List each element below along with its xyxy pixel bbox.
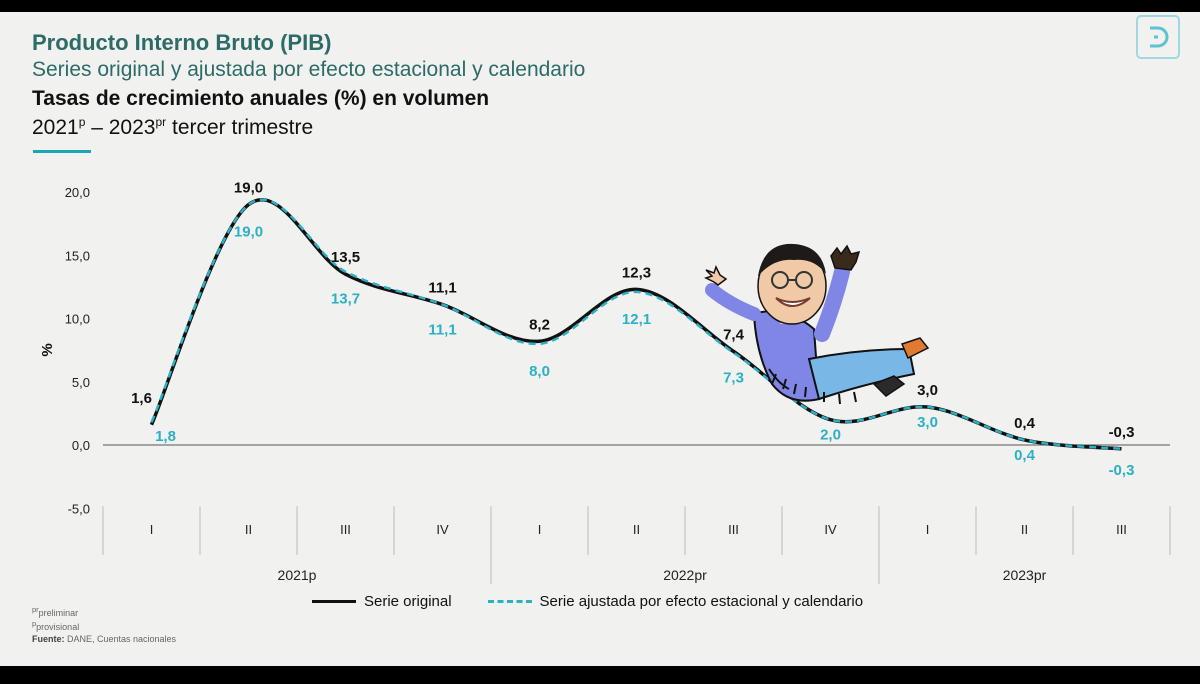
x-tick-label: II — [1021, 522, 1028, 537]
y-tick-label: -5,0 — [68, 501, 90, 516]
x-tick-label: III — [728, 522, 739, 537]
axis-group: %20,015,010,05,00,0-5,0I II III IV I II III IV I… — [39, 185, 1171, 584]
y-tick-label: 0,0 — [72, 438, 90, 453]
line-chart: %20,015,010,05,00,0-5,0I II III IV I II III IV I… — [39, 180, 1171, 584]
data-label-original: 12,3 — [622, 264, 651, 281]
source-note: Fuente: DANE, Cuentas nacionales — [32, 634, 176, 644]
y-tick-label: 20,0 — [65, 185, 90, 200]
data-label-adjusted: 3,0 — [917, 414, 938, 431]
data-label-original: 0,4 — [1014, 415, 1036, 432]
data-label-adjusted: 0,4 — [1014, 447, 1036, 464]
note-preliminar-sup: pr — [32, 605, 39, 614]
data-label-original: 7,4 — [723, 326, 745, 343]
legend: Serie original Serie ajustada por efecto… — [312, 590, 863, 612]
note-provisional: pprovisional — [32, 619, 79, 632]
y-tick-label: 10,0 — [65, 312, 90, 327]
data-label-original: 19,0 — [234, 180, 263, 197]
note-preliminar-text: preliminar — [38, 608, 79, 618]
series-original-line — [149, 198, 1122, 451]
accent-rule — [33, 150, 91, 153]
x-tick-label: III — [340, 522, 351, 537]
y-axis-label: % — [39, 343, 56, 356]
data-label-adjusted: 7,3 — [723, 370, 744, 387]
data-label-adjusted: 2,0 — [820, 427, 841, 444]
chart-panel: Producto Interno Bruto (PIB) Series orig… — [0, 12, 1200, 666]
data-label-adjusted: 12,1 — [622, 311, 651, 328]
y-tick-label: 15,0 — [65, 248, 90, 263]
year-label: 2021p — [278, 567, 317, 583]
x-tick-label: II — [633, 522, 640, 537]
chart-subtitle-measure: Tasas de crecimiento anuales (%) en volu… — [32, 87, 490, 110]
x-tick-label: I — [538, 522, 542, 537]
legend-original-label: Serie original — [364, 592, 452, 610]
data-label-original: 11,1 — [428, 280, 456, 297]
y-tick-label: 5,0 — [72, 375, 90, 390]
cartoon-figure-sticker — [704, 243, 930, 405]
data-label-original: 8,2 — [529, 316, 550, 333]
chart-title: Producto Interno Bruto (PIB) — [32, 30, 332, 55]
note-preliminar: prpreliminar — [32, 605, 78, 618]
data-label-adjusted: 1,8 — [155, 428, 176, 445]
legend-adjusted-label: Serie ajustada por efecto estacional y c… — [539, 592, 864, 610]
data-label-original: 1,6 — [131, 390, 152, 407]
series-adjusted-line — [150, 198, 1122, 451]
data-labels-group: 1,6 19,0 13,5 11,1 8,2 12,3 7,4 3,0 0,4 -0,3 1,8 19… — [131, 180, 1134, 479]
data-label-adjusted: 11,1 — [428, 322, 456, 339]
x-tick-label: I — [926, 522, 930, 537]
source-label: Fuente: — [32, 634, 65, 644]
chart-period: 2021p – 2023pr tercer trimestre — [32, 115, 313, 140]
note-provisional-text: provisional — [36, 622, 80, 632]
chart-subtitle: Series original y ajustada por efecto es… — [32, 58, 586, 81]
data-label-original: 13,5 — [331, 249, 360, 266]
x-tick-label: II — [245, 522, 252, 537]
data-label-original: 3,0 — [917, 382, 938, 399]
source-text: DANE, Cuentas nacionales — [64, 634, 177, 644]
legend-adjusted-swatch — [487, 599, 532, 603]
data-label-adjusted: 13,7 — [331, 291, 360, 308]
dane-d-logo-icon — [1136, 15, 1180, 59]
year-label: 2022pr — [663, 567, 707, 583]
data-label-adjusted: 8,0 — [529, 363, 550, 380]
period-start-sup: p — [78, 115, 86, 129]
legend-original-swatch — [312, 599, 356, 603]
x-tick-label: III — [1116, 522, 1127, 537]
x-tick-label: IV — [824, 522, 837, 537]
x-tick-label: I — [150, 522, 154, 537]
period-sep: – 2023 — [85, 116, 156, 139]
data-label-original: -0,3 — [1109, 424, 1135, 441]
note-provisional-sup: p — [32, 619, 37, 628]
series-group — [149, 198, 1122, 451]
period-end-sup: pr — [155, 115, 167, 129]
period-suffix: tercer trimestre — [166, 116, 314, 139]
year-label: 2023pr — [1003, 567, 1047, 583]
data-label-adjusted: -0,3 — [1109, 462, 1135, 479]
data-label-adjusted: 19,0 — [234, 224, 263, 241]
period-start: 2021 — [32, 116, 79, 139]
x-tick-label: IV — [436, 522, 449, 537]
